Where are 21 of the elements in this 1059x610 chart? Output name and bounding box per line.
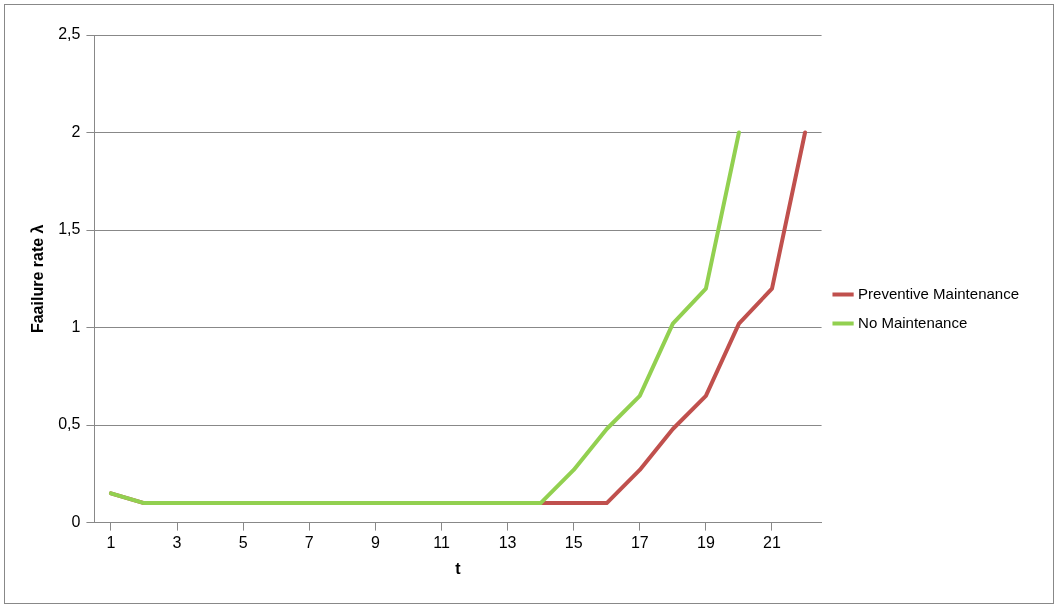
x-tick-label: 15 <box>564 533 583 551</box>
x-tick-label: 7 <box>304 533 314 551</box>
x-tick-label: 9 <box>370 533 380 551</box>
x-tick-label: 11 <box>433 533 450 551</box>
legend-label: No Maintenance <box>858 313 968 331</box>
y-tick-label: 0,5 <box>58 415 81 433</box>
y-tick-label: 2,5 <box>58 25 81 43</box>
x-axis-title: t <box>455 559 462 577</box>
x-tick-label: 19 <box>696 533 715 551</box>
y-tick-label: 1 <box>71 317 81 335</box>
x-tick-label: 17 <box>630 533 649 551</box>
y-tick-label: 1,5 <box>58 220 81 238</box>
x-tick-label: 1 <box>106 533 116 551</box>
x-tick-label: 13 <box>498 533 517 551</box>
y-tick-label: 0 <box>71 513 81 531</box>
legend-label: Preventive Maintenance <box>858 284 1020 302</box>
x-tick-label: 3 <box>172 533 182 551</box>
y-axis-title: Faailure rate λ <box>29 224 47 334</box>
x-tick-label: 21 <box>763 533 781 551</box>
y-tick-label: 2 <box>71 122 81 140</box>
x-tick-label: 5 <box>238 533 248 551</box>
